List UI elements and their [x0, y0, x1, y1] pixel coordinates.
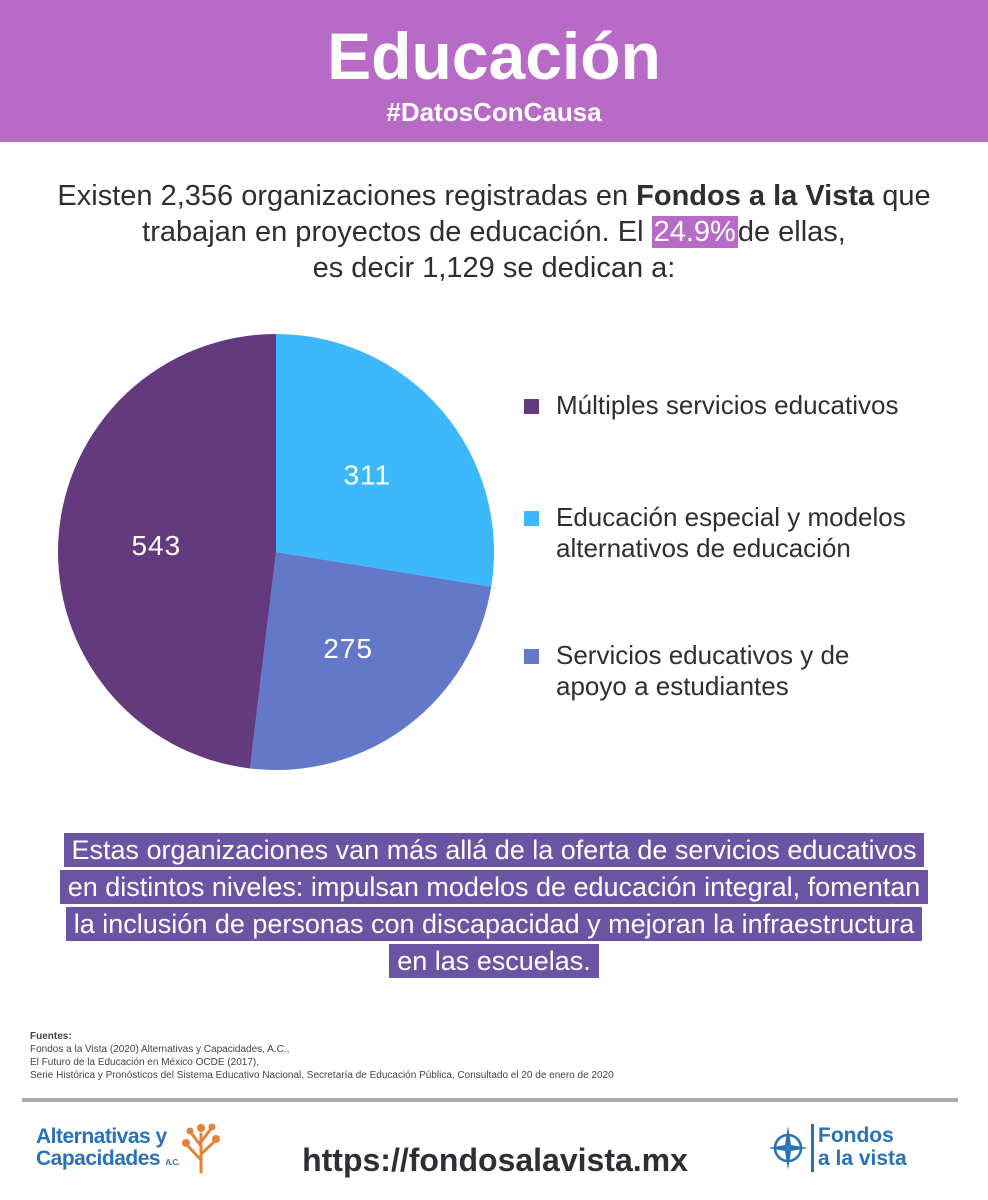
fondos-logo-line1: Fondos [818, 1124, 894, 1147]
legend-swatch-especial [524, 511, 539, 526]
fondos-logo-text: Fondos a la vista [818, 1124, 907, 1170]
intro-line3: es decir 1,129 se dedican a: [312, 252, 676, 284]
fondos-logo-line2: a la vista [818, 1147, 907, 1170]
intro-text: Existen 2,356 organizaciones registradas… [40, 178, 948, 286]
source-3: Serie Histórica y Pronósticos del Sistem… [30, 1070, 614, 1081]
fondos-logo-bar [811, 1124, 814, 1172]
callout-line2: en distintos niveles: impulsan modelos d… [59, 870, 929, 904]
legend-label-especial-l1: Educación especial y modelos [556, 502, 906, 532]
alternativas-logo-ac: A.C. [165, 1158, 180, 1167]
callout-line3: la inclusión de personas con discapacida… [65, 907, 923, 941]
legend-label-apoyo-l1: Servicios educativos y de [556, 640, 850, 670]
slice-apoyo [249, 552, 492, 770]
label-multiples: 543 [131, 530, 181, 561]
label-especial: 311 [343, 459, 391, 490]
footer-divider [22, 1098, 958, 1102]
callout-line4: en las escuelas. [389, 944, 599, 978]
compass-icon [768, 1126, 808, 1170]
intro-line1-bold: Fondos a la Vista [636, 180, 875, 212]
legend-item-multiples: Múltiples servicios educativos [524, 390, 898, 421]
callout-line1: Estas organizaciones van más allá de la … [63, 833, 925, 867]
alternativas-logo-line2: Capacidades [36, 1147, 161, 1170]
intro-line1-post: que [874, 180, 931, 212]
legend-item-especial: Educación especial y modelos alternativo… [524, 502, 906, 564]
label-apoyo: 275 [323, 633, 373, 664]
intro-line2-pre: trabajan en proyectos de educación. El [142, 216, 652, 248]
legend-label-especial-l2: alternativos de educación [556, 533, 851, 563]
callout-box: Estas organizaciones van más allá de la … [40, 832, 948, 980]
sources: Fuentes: Fondos a la Vista (2020) Altern… [30, 1030, 930, 1082]
legend-item-apoyo: Servicios educativos y de apoyo a estudi… [524, 640, 849, 702]
alternativas-logo-text: Alternativas y Capacidades A.C. [36, 1126, 236, 1174]
page-title: Educación [327, 19, 661, 93]
header-banner: Educación #DatosConCausa [0, 0, 988, 142]
legend-swatch-multiples [524, 399, 539, 414]
slice-multiples [58, 334, 276, 769]
alternativas-logo-line1: Alternativas y [36, 1125, 167, 1148]
source-2: El Futuro de la Educación en México OCDE… [30, 1057, 259, 1068]
slice-especial [276, 334, 494, 587]
fondos-logo: Fondos a la vista [768, 1120, 938, 1180]
legend-label-multiples: Múltiples servicios educativos [556, 390, 899, 420]
intro-line1-pre: Existen 2,356 organizaciones registradas… [57, 180, 637, 212]
pie-chart-svg: 311 275 543 [58, 334, 494, 770]
hashtag: #DatosConCausa [386, 97, 602, 127]
intro-line2-post: de ellas, [737, 216, 846, 248]
sources-title: Fuentes: [30, 1031, 72, 1042]
pie-chart: 311 275 543 [56, 332, 496, 772]
legend-swatch-apoyo [524, 649, 539, 664]
percentage-highlight: 24.9% [651, 216, 738, 248]
legend-label-apoyo-l2: apoyo a estudiantes [556, 671, 789, 701]
source-1: Fondos a la Vista (2020) Alternativas y … [30, 1044, 290, 1055]
website-link[interactable]: https://fondosalavista.mx [302, 1142, 688, 1178]
alternativas-logo: Alternativas y Capacidades A.C. [36, 1123, 236, 1182]
tree-icon [182, 1123, 220, 1174]
